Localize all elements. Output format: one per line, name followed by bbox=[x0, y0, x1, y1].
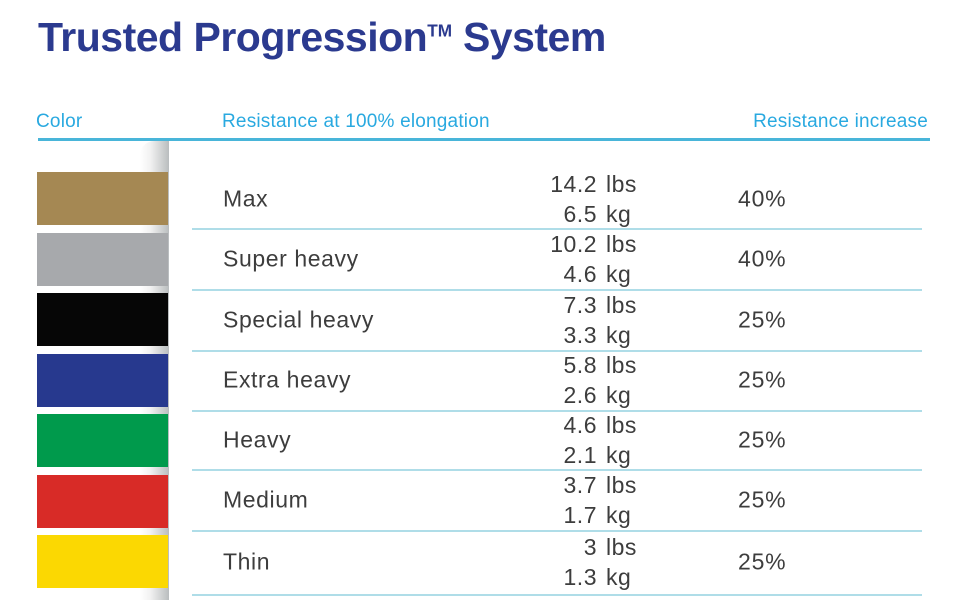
kg-unit: kg bbox=[606, 501, 632, 528]
lbs-unit: lbs bbox=[606, 471, 637, 498]
lbs-unit: lbs bbox=[606, 230, 637, 257]
column-header-increase: Resistance increase bbox=[753, 111, 928, 132]
kg-value: 2.1 bbox=[563, 441, 597, 468]
color-swatch-gray bbox=[37, 233, 168, 286]
row-label: Thin bbox=[223, 548, 271, 575]
lbs-value: 4.6 bbox=[563, 411, 597, 438]
row-label: Super heavy bbox=[223, 245, 359, 271]
resistance-values: 3.7 lbs 1.7 kg bbox=[527, 470, 648, 530]
lbs-unit: lbs bbox=[606, 411, 637, 438]
lbs-value: 7.3 bbox=[563, 291, 597, 318]
lbs-unit: lbs bbox=[606, 171, 637, 197]
kg-unit: kg bbox=[606, 441, 632, 468]
table-row: Medium 3.7 lbs 1.7 kg 25% bbox=[180, 469, 930, 530]
table-row: Extra heavy 5.8 lbs 2.6 kg 25% bbox=[180, 350, 930, 410]
resistance-values: 10.2 lbs 4.6 kg bbox=[527, 229, 648, 289]
kg-unit: kg bbox=[606, 201, 632, 227]
resistance-increase-value: 25% bbox=[738, 426, 787, 452]
lbs-value: 3.7 bbox=[563, 471, 597, 498]
lbs-value: 14.2 bbox=[550, 171, 597, 197]
header-underline bbox=[38, 138, 930, 141]
resistance-increase-value: 25% bbox=[738, 306, 787, 332]
row-label: Medium bbox=[223, 486, 309, 512]
resistance-values: 4.6 lbs 2.1 kg bbox=[527, 410, 648, 470]
table-row: Special heavy 7.3 lbs 3.3 kg 25% bbox=[180, 289, 930, 350]
lbs-unit: lbs bbox=[606, 534, 637, 560]
row-divider bbox=[192, 469, 922, 471]
row-divider bbox=[192, 410, 922, 412]
color-swatch-black bbox=[37, 293, 168, 346]
resistance-increase-value: 40% bbox=[738, 185, 787, 212]
kg-unit: kg bbox=[606, 564, 632, 590]
lbs-value: 10.2 bbox=[550, 230, 597, 257]
kg-value: 6.5 bbox=[563, 201, 597, 227]
resistance-increase-value: 25% bbox=[738, 548, 787, 575]
kg-value: 1.7 bbox=[563, 501, 597, 528]
resistance-values: 3 lbs 1.3 kg bbox=[527, 532, 648, 592]
row-divider bbox=[192, 530, 922, 532]
color-swatch-gold bbox=[37, 172, 168, 225]
table-row: Super heavy 10.2 lbs 4.6 kg 40% bbox=[180, 228, 930, 289]
trademark-symbol: TM bbox=[427, 20, 453, 41]
page-title: Trusted ProgressionTM System bbox=[38, 14, 606, 61]
kg-value: 3.3 bbox=[563, 321, 597, 348]
row-divider bbox=[192, 289, 922, 291]
color-swatch-green bbox=[37, 414, 168, 467]
page-title-text: Trusted Progression bbox=[38, 14, 428, 60]
kg-value: 4.6 bbox=[563, 260, 597, 287]
row-label: Extra heavy bbox=[223, 366, 352, 393]
column-header-resistance: Resistance at 100% elongation bbox=[222, 111, 490, 132]
color-swatch-yellow bbox=[37, 535, 168, 588]
table-row: Max 14.2 lbs 6.5 kg 40% bbox=[180, 164, 930, 234]
lbs-unit: lbs bbox=[606, 352, 637, 378]
row-divider bbox=[192, 228, 922, 230]
table-row: Thin 3 lbs 1.3 kg 25% bbox=[180, 530, 930, 594]
resistance-values: 7.3 lbs 3.3 kg bbox=[527, 290, 648, 350]
table-row: Heavy 4.6 lbs 2.1 kg 25% bbox=[180, 410, 930, 469]
lbs-value: 3 bbox=[583, 534, 597, 560]
row-label: Max bbox=[223, 185, 269, 212]
resistance-increase-value: 40% bbox=[738, 245, 787, 271]
kg-unit: kg bbox=[606, 382, 632, 408]
column-header-color: Color bbox=[36, 111, 83, 132]
resistance-increase-value: 25% bbox=[738, 366, 787, 393]
row-divider bbox=[192, 594, 922, 596]
page-title-suffix: System bbox=[452, 14, 606, 60]
color-swatch-red bbox=[37, 475, 168, 528]
kg-unit: kg bbox=[606, 260, 632, 287]
kg-value: 1.3 bbox=[563, 564, 597, 590]
lbs-unit: lbs bbox=[606, 291, 637, 318]
row-label: Heavy bbox=[223, 426, 292, 452]
kg-value: 2.6 bbox=[563, 382, 597, 408]
resistance-values: 5.8 lbs 2.6 kg bbox=[527, 350, 648, 410]
row-divider bbox=[192, 350, 922, 352]
resistance-increase-value: 25% bbox=[738, 486, 787, 512]
color-swatch-blue bbox=[37, 354, 168, 407]
kg-unit: kg bbox=[606, 321, 632, 348]
resistance-values: 14.2 lbs 6.5 kg bbox=[527, 169, 648, 229]
lbs-value: 5.8 bbox=[563, 352, 597, 378]
row-label: Special heavy bbox=[223, 306, 374, 332]
